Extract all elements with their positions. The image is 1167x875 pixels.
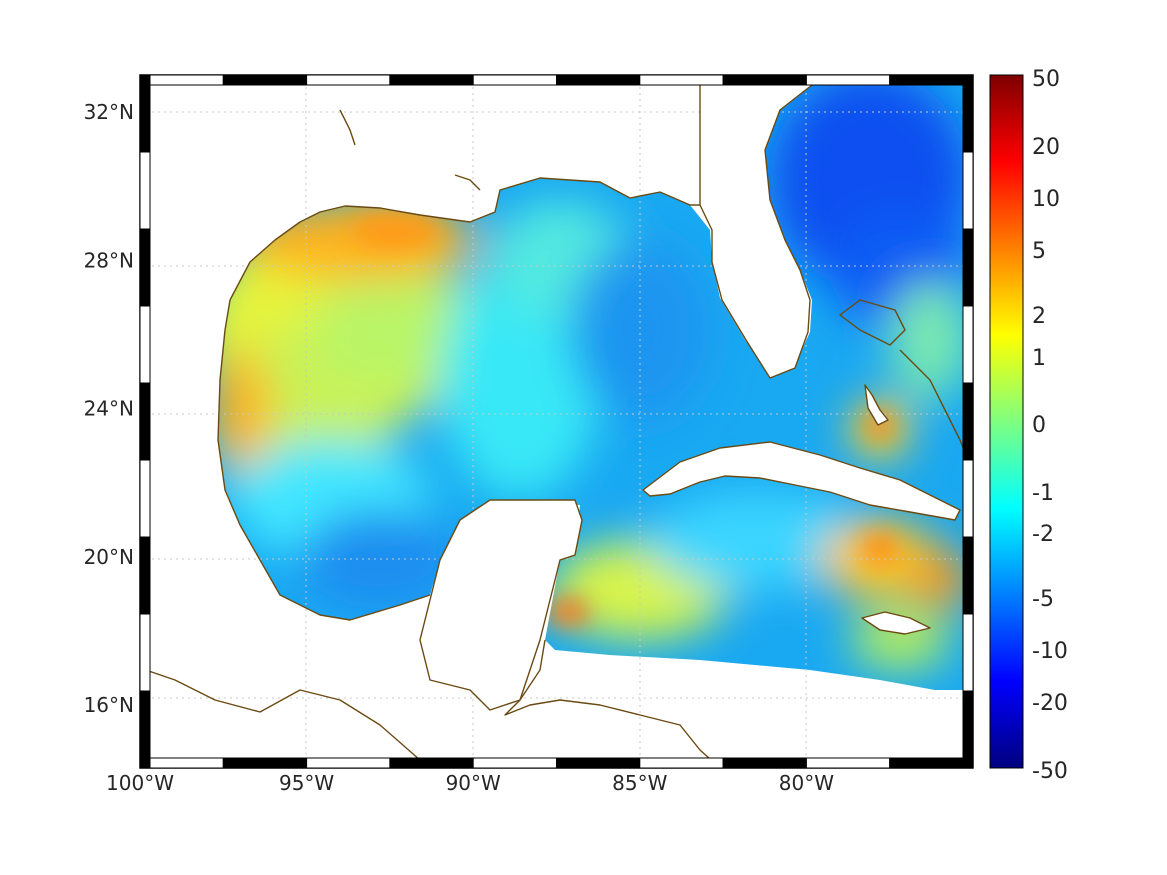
frame-segment bbox=[139, 459, 151, 538]
frame-segment bbox=[139, 757, 224, 769]
frame-segment bbox=[472, 74, 558, 86]
colorbar-tick-label: -10 bbox=[1032, 639, 1068, 664]
frame-segment bbox=[962, 74, 974, 153]
lon-tick-label: 85°W bbox=[612, 771, 667, 795]
lon-tick-label: 90°W bbox=[446, 771, 501, 795]
lon-tick-label: 95°W bbox=[279, 771, 334, 795]
colorbar-tick-label: -5 bbox=[1032, 587, 1054, 612]
lon-tick-label: 100°W bbox=[106, 771, 174, 795]
lat-tick-label: 24°N bbox=[84, 397, 134, 421]
yucatan-peninsula bbox=[419, 499, 583, 711]
frame-segment bbox=[222, 74, 308, 86]
jamaica bbox=[861, 611, 931, 635]
frame-segment bbox=[139, 74, 151, 153]
coastlines bbox=[140, 75, 969, 768]
frame-segment bbox=[472, 757, 558, 769]
colorbar-tick-label: 5 bbox=[1032, 239, 1046, 264]
colorbar-tick-label: -20 bbox=[1032, 691, 1068, 716]
frame-segment bbox=[962, 382, 974, 461]
colorbar-tick-label: -50 bbox=[1032, 759, 1068, 784]
frame-segment bbox=[139, 382, 151, 461]
frame-segment bbox=[962, 151, 974, 230]
frame-segment bbox=[222, 757, 308, 769]
cuba bbox=[642, 441, 961, 521]
frame-segment bbox=[722, 74, 807, 86]
frame-segment bbox=[962, 690, 974, 769]
colorbar-tick-label: -2 bbox=[1032, 522, 1054, 547]
lon-tick-label: 80°W bbox=[779, 771, 834, 795]
lat-tick-label: 20°N bbox=[84, 545, 134, 569]
frame-segment bbox=[556, 74, 641, 86]
frame-segment bbox=[139, 74, 224, 86]
frame-segment bbox=[139, 151, 151, 230]
frame-segment bbox=[389, 757, 474, 769]
frame-segment bbox=[306, 74, 391, 86]
frame-segment bbox=[962, 536, 974, 615]
colorbar-tick-label: 50 bbox=[1032, 67, 1060, 92]
colorbar-tick-label: 2 bbox=[1032, 304, 1046, 329]
frame-segment bbox=[639, 757, 724, 769]
frame-segment bbox=[139, 228, 151, 307]
lat-tick-label: 32°N bbox=[84, 100, 134, 124]
frame-segment bbox=[962, 228, 974, 307]
frame-segment bbox=[139, 536, 151, 615]
frame-segment bbox=[139, 690, 151, 769]
frame-segment bbox=[889, 757, 974, 769]
latitude-tick-labels: 32°N 28°N 24°N 20°N 16°N bbox=[84, 100, 134, 717]
lat-tick-label: 16°N bbox=[84, 693, 134, 717]
colorbar-tick-label: 20 bbox=[1032, 135, 1060, 160]
frame-segment bbox=[962, 613, 974, 692]
frame-segment bbox=[139, 305, 151, 384]
frame-segment bbox=[722, 757, 807, 769]
map-frame bbox=[139, 74, 974, 769]
longitude-tick-labels: 100°W 95°W 90°W 85°W 80°W bbox=[106, 771, 834, 795]
lat-tick-label: 28°N bbox=[84, 248, 134, 272]
graticule bbox=[140, 75, 973, 768]
frame-segment bbox=[139, 613, 151, 692]
colorbar-tick-label: 10 bbox=[1032, 187, 1060, 212]
frame-segment bbox=[389, 74, 474, 86]
colorbar-tick-label: -1 bbox=[1032, 481, 1054, 506]
frame-segment bbox=[805, 74, 891, 86]
frame-segment bbox=[556, 757, 641, 769]
frame-segment bbox=[306, 757, 391, 769]
colorbar-tick-label: 0 bbox=[1032, 413, 1046, 438]
colorbar-gradient bbox=[989, 74, 1024, 769]
data-field bbox=[140, 75, 973, 768]
frame-segment bbox=[639, 74, 724, 86]
colorbar-tick-label: 1 bbox=[1032, 346, 1046, 371]
frame-segment bbox=[962, 459, 974, 538]
frame-segment bbox=[962, 305, 974, 384]
frame-segment bbox=[805, 757, 891, 769]
frame-segment bbox=[889, 74, 974, 86]
island-keys bbox=[864, 384, 889, 426]
